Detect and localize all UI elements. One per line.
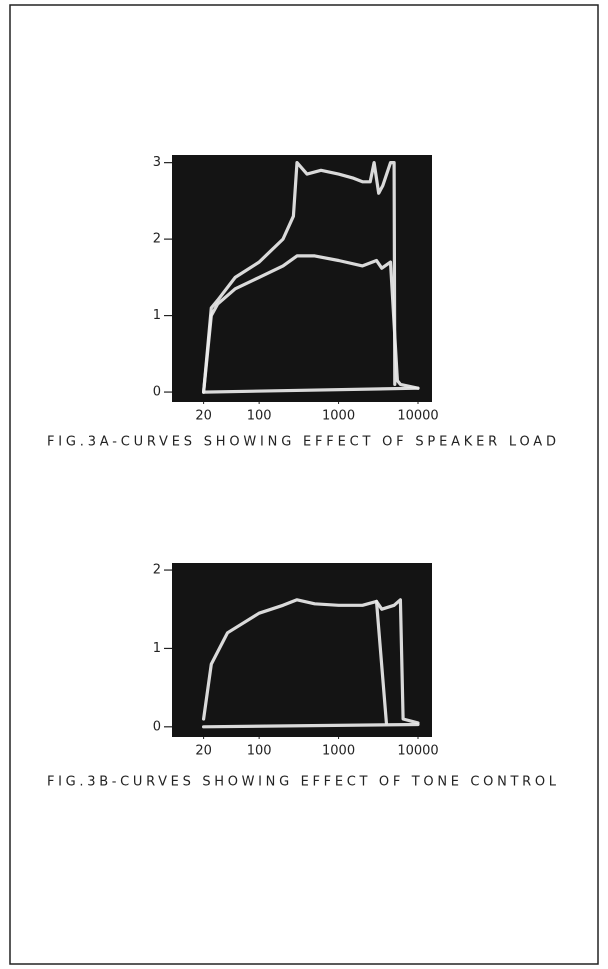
figure-caption: FIG.3B-CURVES SHOWING EFFECT OF TONE CON… — [47, 775, 557, 790]
curve — [202, 254, 420, 394]
x-tick-label: 100 — [247, 409, 272, 424]
page-border — [9, 4, 599, 965]
x-tick-label: 1000 — [322, 409, 355, 424]
x-tick-label: 10000 — [397, 409, 438, 424]
curve — [202, 598, 388, 725]
x-tick-label: 20 — [195, 409, 212, 424]
curve — [374, 598, 420, 725]
x-tick-label: 20 — [195, 744, 212, 759]
x-tick-label: 1000 — [322, 744, 355, 759]
y-tick-label: 1 — [153, 308, 161, 323]
curve — [202, 386, 420, 394]
y-tick-label: 0 — [153, 719, 161, 734]
figure-caption: FIG.3A-CURVES SHOWING EFFECT OF SPEAKER … — [47, 435, 557, 450]
y-tick-label: 2 — [153, 232, 161, 247]
plot-area — [172, 563, 432, 737]
plot-area — [172, 155, 432, 402]
x-tick-label: 10000 — [397, 744, 438, 759]
curve — [202, 722, 420, 729]
y-tick-label: 0 — [153, 385, 161, 400]
curve — [202, 161, 397, 394]
y-tick-label: 3 — [153, 155, 161, 170]
y-tick-label: 1 — [153, 641, 161, 656]
x-tick-label: 100 — [247, 744, 272, 759]
y-tick-label: 2 — [153, 563, 161, 578]
